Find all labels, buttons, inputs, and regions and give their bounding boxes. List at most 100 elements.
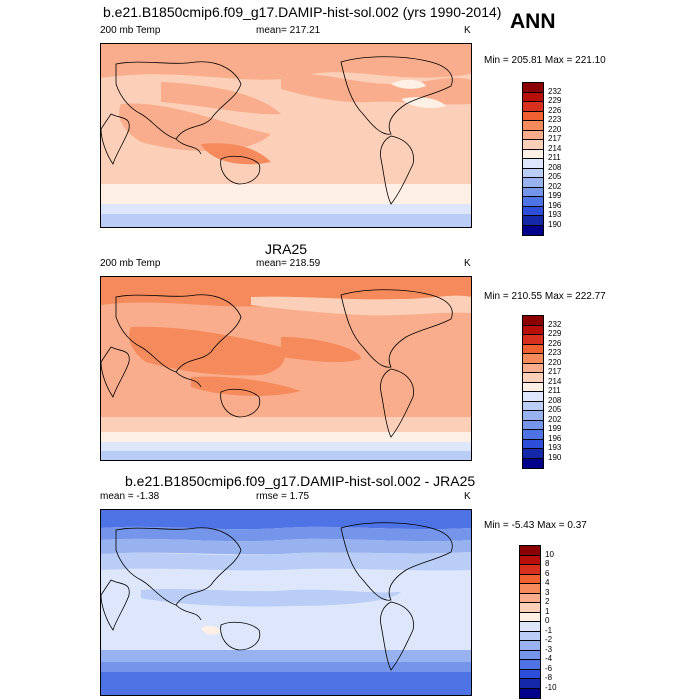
colorbar-tick-label: -1 <box>545 625 553 635</box>
colorbar-swatch <box>522 82 544 93</box>
colorbar-swatch <box>519 592 541 603</box>
colorbar-swatch <box>519 659 541 670</box>
colorbar-tick-label: 1 <box>545 606 550 616</box>
panel1-variable-label: 200 mb Temp <box>100 25 161 36</box>
colorbar-swatch <box>519 602 541 613</box>
colorbar-tick-label: 3 <box>545 587 550 597</box>
panel3-map <box>100 509 472 696</box>
colorbar-swatch <box>519 687 541 699</box>
colorbar-tick-label: -2 <box>545 635 553 644</box>
colorbar-tick-label: 229 <box>548 329 562 338</box>
colorbar-tick-label: 220 <box>548 357 562 367</box>
panel3-minmax-label: Min = -5.43 Max = 0.37 <box>484 520 587 531</box>
colorbar-swatch <box>522 110 544 121</box>
colorbar-tick-label: 199 <box>548 424 562 433</box>
colorbar-tick-label: -8 <box>545 673 553 682</box>
colorbar-swatch <box>522 324 544 335</box>
colorbar-swatch <box>522 215 544 226</box>
colorbar-swatch <box>522 158 544 169</box>
colorbar-swatch <box>522 362 544 373</box>
colorbar-swatch <box>522 186 544 197</box>
colorbar-swatch <box>522 177 544 188</box>
colorbar-swatch <box>522 334 544 345</box>
colorbar-tick-label: 217 <box>548 134 562 143</box>
colorbar-tick-label: 199 <box>548 191 562 200</box>
colorbar-tick-label: 193 <box>548 210 562 219</box>
colorbar-swatch <box>522 167 544 178</box>
panel3-mean-label: mean = -1.38 <box>100 491 160 502</box>
panel1-units-label: K <box>464 25 471 36</box>
colorbar-swatch <box>519 554 541 565</box>
colorbar-tick-label: 208 <box>548 395 562 405</box>
colorbar-swatch <box>522 419 544 430</box>
colorbar-swatch <box>522 196 544 207</box>
colorbar-tick-label: 220 <box>548 124 562 134</box>
colorbar-swatch <box>519 564 541 575</box>
colorbar-tick-label: 10 <box>545 549 554 559</box>
colorbar-swatch <box>522 457 544 469</box>
colorbar-swatch <box>522 448 544 459</box>
season-label: ANN <box>510 10 556 33</box>
colorbar-swatch <box>522 120 544 131</box>
colorbar-tick-label: 214 <box>548 143 562 153</box>
colorbar-tick-label: 208 <box>548 162 562 172</box>
panel2-mean-label: mean= 218.59 <box>256 258 321 269</box>
colorbar-swatch <box>522 410 544 421</box>
panel3-title: b.e21.B1850cmip6.f09_g17.DAMIP-hist-sol.… <box>125 473 476 489</box>
colorbar-tick-label: 4 <box>545 578 550 587</box>
colorbar-tick-label: 6 <box>545 568 550 578</box>
colorbar-swatch <box>519 630 541 641</box>
colorbar-tick-label: 190 <box>548 452 562 462</box>
colorbar-swatch <box>522 148 544 159</box>
colorbar-tick-label: 190 <box>548 219 562 229</box>
colorbar-swatch <box>519 545 541 556</box>
colorbar-tick-label: 211 <box>548 386 561 395</box>
panel1-minmax-label: Min = 205.81 Max = 221.10 <box>484 55 606 66</box>
colorbar-swatch <box>522 205 544 216</box>
colorbar-swatch <box>519 678 541 689</box>
colorbar-swatch <box>519 668 541 679</box>
colorbar-tick-label: 214 <box>548 376 562 386</box>
colorbar-tick-label: 217 <box>548 367 562 376</box>
colorbar-swatch <box>522 129 544 140</box>
colorbar-tick-label: -6 <box>545 663 553 673</box>
colorbar-swatch <box>519 621 541 632</box>
panel2-units-label: K <box>464 258 471 269</box>
panel3-units-label: K <box>464 491 471 502</box>
colorbar-tick-label: 226 <box>548 338 562 348</box>
panel1-title: b.e21.B1850cmip6.f09_g17.DAMIP-hist-sol.… <box>103 4 502 20</box>
colorbar-tick-label: 202 <box>548 181 562 191</box>
panel2-variable-label: 200 mb Temp <box>100 258 161 269</box>
colorbar-tick-label: -4 <box>545 654 553 663</box>
colorbar-tick-label: 211 <box>548 153 561 162</box>
colorbar-swatch <box>522 315 544 326</box>
colorbar-tick-label: 8 <box>545 559 550 568</box>
colorbar-tick-label: 232 <box>548 86 562 96</box>
colorbar-tick-label: 2 <box>545 597 550 606</box>
colorbar-tick-label: 223 <box>548 115 562 124</box>
colorbar-swatch <box>522 438 544 449</box>
panel2-map <box>100 276 472 461</box>
panel2-title: JRA25 <box>265 241 308 257</box>
colorbar-swatch <box>519 611 541 622</box>
panel3-rmse-label: rmse = 1.75 <box>256 491 310 502</box>
colorbar-swatch <box>519 573 541 584</box>
colorbar-tick-label: 205 <box>548 405 562 414</box>
colorbar-tick-label: 223 <box>548 348 562 357</box>
colorbar-tick-label: 232 <box>548 319 562 329</box>
colorbar-swatch <box>522 429 544 440</box>
colorbar-tick-label: 0 <box>545 616 550 625</box>
colorbar-swatch <box>519 640 541 651</box>
colorbar-tick-label: 196 <box>548 433 562 443</box>
colorbar-swatch <box>522 400 544 411</box>
colorbar-swatch <box>522 101 544 112</box>
colorbar-swatch <box>519 583 541 594</box>
colorbar-swatch <box>522 381 544 392</box>
colorbar-swatch <box>522 139 544 150</box>
colorbar-swatch <box>522 343 544 354</box>
colorbar-tick-label: -10 <box>545 682 557 692</box>
panel2-minmax-label: Min = 210.55 Max = 222.77 <box>484 291 606 302</box>
colorbar-swatch <box>522 391 544 402</box>
colorbar-swatch <box>522 372 544 383</box>
colorbar-tick-label: 229 <box>548 96 562 105</box>
